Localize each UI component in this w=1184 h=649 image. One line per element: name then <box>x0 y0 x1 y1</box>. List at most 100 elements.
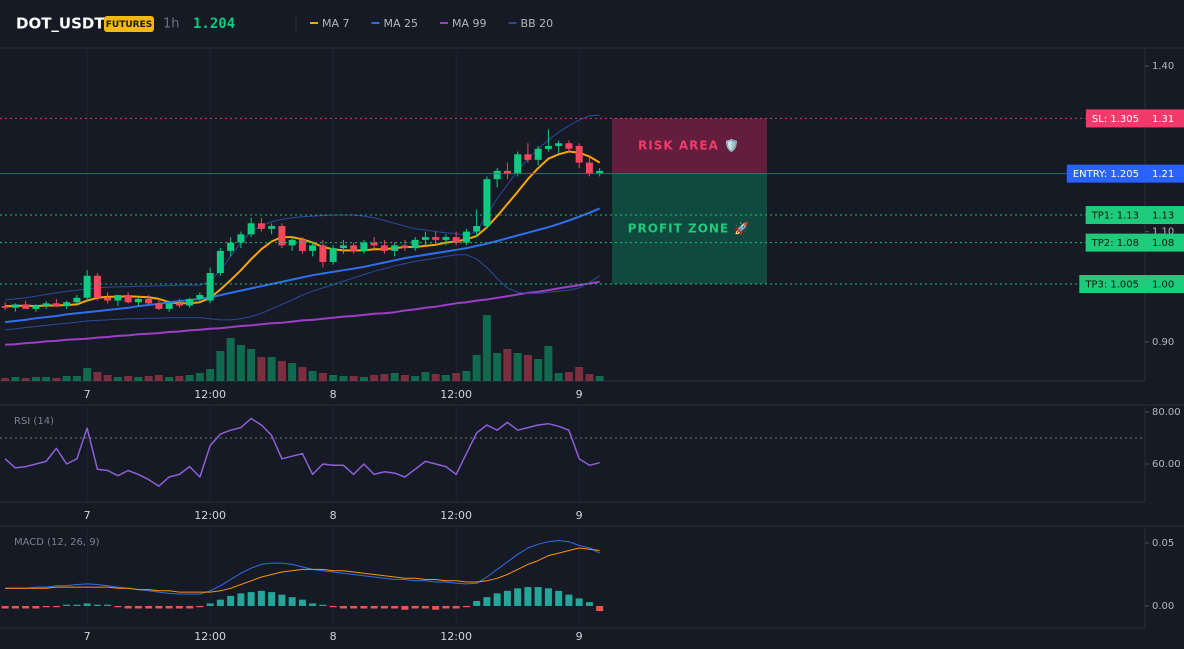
candle-body <box>155 303 163 309</box>
series-line <box>4 207 601 324</box>
candle-body <box>104 297 112 301</box>
candle-body <box>42 303 50 306</box>
candle-body <box>247 223 255 235</box>
candle-body <box>575 146 583 163</box>
histogram-bar <box>268 592 276 606</box>
candle-body <box>585 162 593 174</box>
level-label: SL: 1.305 <box>1092 114 1139 125</box>
series-line <box>5 114 600 301</box>
candle-body <box>452 237 460 243</box>
histogram-bar <box>401 605 409 610</box>
histogram-bar <box>42 605 50 608</box>
candle-body <box>421 237 429 240</box>
pane-title: MACD (12, 26, 9) <box>14 537 100 548</box>
volume-bar <box>1 378 10 381</box>
candle-body <box>380 245 388 251</box>
candle-body <box>145 298 153 304</box>
y-tick-label: 0.00 <box>1152 601 1174 612</box>
volume-bar <box>267 357 276 381</box>
candle-body <box>309 245 317 251</box>
candle-body <box>1 306 9 308</box>
x-tick-label: 8 <box>330 509 337 522</box>
legend-label: MA 99 <box>452 17 487 30</box>
badge: FUTURES <box>106 20 152 30</box>
volume-bar <box>257 357 266 381</box>
volume-bar <box>185 375 194 381</box>
histogram-bar <box>227 595 235 606</box>
candle-body <box>165 303 173 309</box>
x-tick-label: 12:00 <box>194 509 226 522</box>
volume-bar <box>72 376 81 381</box>
volume-bar <box>370 375 379 381</box>
histogram-bar <box>32 605 40 609</box>
y-tick-label: 1.10 <box>1152 227 1174 238</box>
histogram-bar <box>514 588 522 606</box>
histogram-bar <box>524 587 532 606</box>
histogram-bar <box>288 597 296 606</box>
candle-body <box>175 303 183 306</box>
histogram-bar <box>555 590 563 606</box>
histogram-bar <box>411 605 419 609</box>
volume-bar <box>431 374 440 381</box>
volume-bar <box>277 361 286 381</box>
histogram-bar <box>565 594 573 606</box>
histogram-bar <box>124 605 132 609</box>
y-tick-label: 80.00 <box>1152 407 1181 418</box>
level-axis-label: 1.13 <box>1152 211 1174 222</box>
candle-body <box>462 231 470 243</box>
candle-body <box>503 170 511 174</box>
volume-bar <box>462 371 471 381</box>
histogram-bar <box>544 588 552 606</box>
volume-bar <box>564 372 573 381</box>
level-axis-label: 1.31 <box>1152 114 1174 125</box>
legend-label: BB 20 <box>521 17 554 30</box>
candle-body <box>73 297 81 303</box>
histogram-bar <box>186 605 194 609</box>
histogram-bar <box>247 592 255 606</box>
volume-bar <box>359 377 368 381</box>
candle-body <box>411 239 419 249</box>
candle-body <box>83 275 91 298</box>
candle-body <box>268 226 276 229</box>
histogram-bar <box>432 605 440 610</box>
volume-bar <box>513 353 522 381</box>
level-pill <box>1085 233 1184 252</box>
candle-body <box>11 304 19 308</box>
volume-bar <box>554 373 563 381</box>
level-pill <box>1079 275 1184 294</box>
histogram-bar <box>11 605 19 609</box>
histogram-bar <box>339 605 347 609</box>
volume-bar <box>216 351 225 381</box>
level-pill <box>1085 109 1184 128</box>
histogram-bar <box>452 605 460 609</box>
volume-bar <box>134 377 143 381</box>
candle-body <box>124 295 132 303</box>
candle-body <box>32 305 40 309</box>
volume-bar <box>83 368 92 381</box>
candle-body <box>370 242 378 246</box>
volume-bar <box>441 375 450 381</box>
last-price: 1.204 <box>193 16 235 32</box>
histogram-bar <box>421 605 429 609</box>
histogram-bar <box>145 605 153 609</box>
histogram-bar <box>370 605 378 609</box>
level-axis-label: 1.08 <box>1152 238 1174 249</box>
level-label: TP2: 1.08 <box>1091 238 1139 249</box>
x-tick-label: 12:00 <box>194 388 226 401</box>
histogram-bar <box>175 605 183 609</box>
volume-bar <box>42 377 51 381</box>
volume-bar <box>534 359 543 381</box>
pane-title: RSI (14) <box>14 416 54 427</box>
series-line <box>5 547 600 593</box>
candle-body <box>442 237 450 240</box>
histogram-bar <box>134 605 142 609</box>
candle-body <box>288 239 296 246</box>
histogram-bar <box>575 598 583 606</box>
volume-bar <box>503 349 512 381</box>
candle-body <box>360 242 368 251</box>
candle-body <box>319 245 327 262</box>
candle-body <box>52 303 60 307</box>
